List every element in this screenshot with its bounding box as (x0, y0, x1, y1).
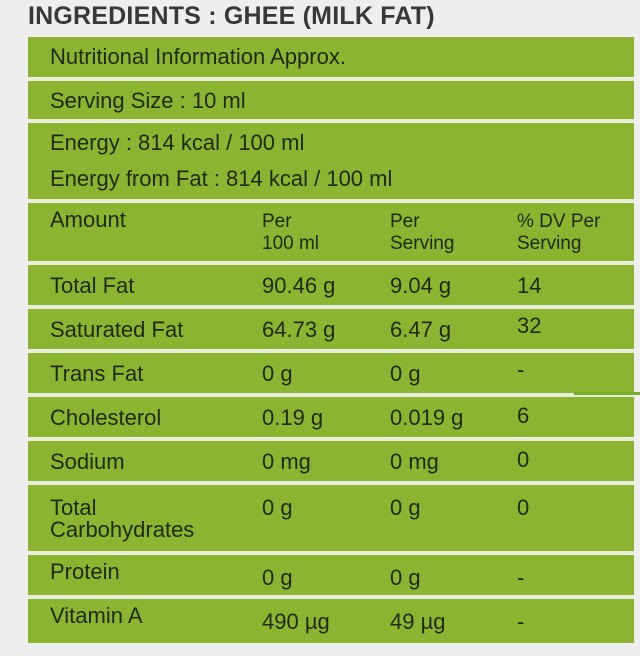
table-row: Total Fat 90.46 g 9.04 g 14 (28, 265, 634, 305)
dv-value: 6 (517, 403, 530, 428)
nutrient-name: Vitamin A (50, 603, 143, 628)
per-100ml-value: 0 mg (262, 449, 311, 474)
per-serving-value: 0.019 g (390, 405, 464, 430)
per-serving-value: 6.47 g (390, 317, 452, 342)
column-header-dv: % DV Per Serving (517, 211, 601, 254)
per-100ml-value: 0 g (262, 361, 293, 386)
per-100ml-value: 0.19 g (262, 405, 324, 430)
per-100ml-value: 0 g (262, 495, 293, 520)
column-header-per-serving: Per Serving (390, 211, 455, 254)
table-row: Saturated Fat 64.73 g 6.47 g 32 (28, 309, 634, 349)
nutrient-name: Saturated Fat (50, 317, 184, 342)
table-row: Vitamin A 490 µg 49 µg - (28, 599, 634, 643)
dv-value: - (517, 609, 525, 634)
per-100ml-value: 490 µg (262, 609, 330, 634)
nutrition-heading: Nutritional Information Approx. (50, 44, 346, 69)
table-row: Sodium 0 mg 0 mg 0 (28, 441, 634, 481)
per-serving-value: 0 mg (390, 449, 439, 474)
separator (28, 261, 634, 265)
separator (28, 199, 634, 203)
ingredients-title: INGREDIENTS : GHEE (MILK FAT) (28, 2, 435, 30)
separator (28, 595, 634, 599)
per-100ml-value: 0 g (262, 565, 293, 590)
nutrient-name: Total Carbohydrates (50, 495, 195, 542)
nutrient-name: Trans Fat (50, 361, 144, 386)
nutrient-name: Total Fat (50, 273, 135, 298)
nutrient-name: Sodium (50, 449, 125, 474)
energy-row: Energy : 814 kcal / 100 ml Energy from F… (28, 123, 634, 199)
nutrition-heading-row: Nutritional Information Approx. (28, 37, 634, 77)
dv-value: 0 (517, 447, 530, 472)
separator (28, 437, 634, 441)
per-100ml-value: 64.73 g (262, 317, 336, 342)
per-serving-value: 49 µg (390, 609, 446, 634)
energy: Energy : 814 kcal / 100 ml (50, 130, 305, 155)
dv-value: 14 (517, 273, 542, 298)
table-row: Total Carbohydrates 0 g 0 g 0 (28, 485, 634, 551)
decorative-stroke (574, 392, 640, 395)
column-header-per-100ml: Per 100 ml (262, 211, 320, 254)
dv-value: - (517, 565, 525, 590)
dv-value: 32 (517, 313, 542, 338)
column-header-row: Amount Per 100 ml Per Serving % DV Per S… (28, 203, 634, 261)
per-serving-value: 0 g (390, 565, 421, 590)
nutrition-panel: Nutritional Information Approx. Serving … (28, 37, 634, 643)
table-row: Protein 0 g 0 g - (28, 555, 634, 595)
per-serving-value: 0 g (390, 361, 421, 386)
table-row: Cholesterol 0.19 g 0.019 g 6 (28, 397, 634, 437)
separator (28, 481, 634, 485)
column-header-amount: Amount (50, 207, 126, 232)
serving-size: Serving Size : 10 ml (50, 88, 246, 113)
dv-value: - (517, 357, 525, 382)
nutrient-name: Cholesterol (50, 405, 162, 430)
table-row: Trans Fat 0 g 0 g - (28, 353, 634, 393)
per-serving-value: 9.04 g (390, 273, 452, 298)
separator (28, 551, 634, 555)
nutrient-name: Protein (50, 559, 120, 584)
separator (28, 305, 634, 309)
dv-value: 0 (517, 495, 530, 520)
energy-from-fat: Energy from Fat : 814 kcal / 100 ml (50, 166, 393, 191)
separator (28, 349, 634, 353)
per-100ml-value: 90.46 g (262, 273, 336, 298)
separator (28, 77, 634, 81)
separator (28, 393, 634, 397)
serving-size-row: Serving Size : 10 ml (28, 81, 634, 119)
separator (28, 119, 634, 123)
per-serving-value: 0 g (390, 495, 421, 520)
